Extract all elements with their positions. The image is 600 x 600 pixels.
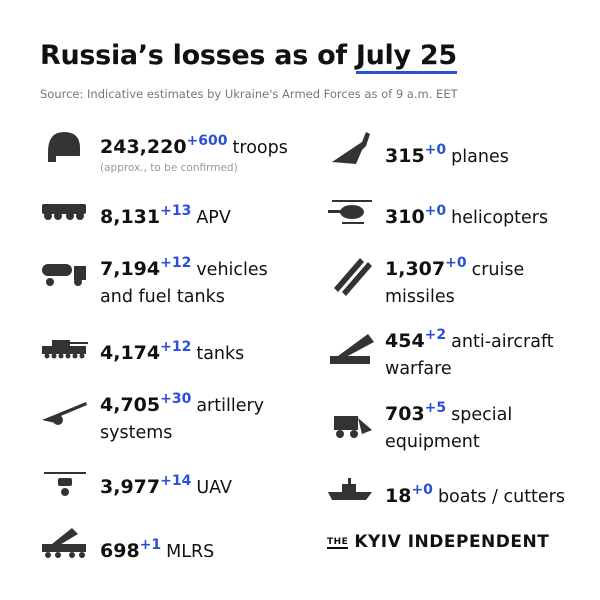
stat-item: 703+5 special equipment [385,395,565,456]
stat-label: planes [451,147,509,167]
stat-value: 18 [385,485,412,507]
stat-value: 7,194 [100,258,161,280]
helmet-icon [48,132,80,162]
stat-item: 243,220+600 troops (approx., to be confirm… [100,128,330,174]
stat-value: 698 [100,540,140,562]
stat-item: 310+0 helicopters [385,198,585,232]
artillery-icon [42,402,87,424]
source: Source: Indicative estimates by Ukraine'… [40,87,458,101]
stat-value: 315 [385,145,425,167]
stat-label: boats / cutters [437,487,565,507]
stat-item: 315+0 planes [385,137,585,171]
stat-delta: +0 [424,203,447,219]
drone-icon [58,478,72,486]
stat-value: 703 [385,403,425,425]
stat-delta: +30 [160,391,192,407]
stat-item: 7,194+12 vehicles and fuel tanks [100,250,280,311]
tank-icon [42,346,86,354]
stat-delta: +12 [160,255,192,271]
missile-icon [334,258,372,296]
stat-label: MLRS [166,542,215,562]
stat-label: helicopters [451,208,549,228]
stat-value: 243,220 [100,136,187,158]
stat-delta: +1 [139,537,162,553]
title-date: July 25 [355,40,457,74]
stat-label: artillery systems [100,396,265,443]
fuel-truck-icon [42,264,72,276]
apv-icon [42,204,86,214]
stat-item: 4,705+30 artillery systems [100,386,285,447]
stat-note: (approx., to be confirmed) [100,162,238,174]
loader-icon [334,416,358,430]
stat-value: 1,307 [385,258,446,280]
stat-item: 1,307+0 cruise missiles [385,250,565,311]
stat-delta: +0 [445,255,467,271]
brand-name: KYIV INDEPENDENT [354,532,550,552]
stat-value: 3,977 [100,476,161,498]
anti-aircraft-icon [330,356,370,364]
stat-label: cruise missiles [385,260,525,307]
stat-label: tanks [196,344,245,364]
stat-item: 454+2 anti-aircraft warfare [385,322,570,383]
plane-icon [332,132,370,164]
mlrs-icon [42,544,86,552]
stat-item: 698+1 MLRS [100,532,300,566]
stat-delta: +0 [424,142,447,158]
stat-item: 18+0 boats / cutters [385,477,595,511]
stat-delta: +14 [160,473,192,489]
title: Russia’s losses as of July 25 [40,40,457,74]
stat-label: UAV [196,478,232,498]
stat-value: 4,174 [100,342,161,364]
stat-item: 8,131+13 APV [100,198,300,232]
stat-delta: +600 [186,133,228,149]
stat-value: 310 [385,206,425,228]
stat-item: 3,977+14 UAV [100,468,300,502]
title-text: Russia’s losses as of [40,40,347,71]
stat-value: 454 [385,330,425,352]
boat-icon [328,492,372,500]
stat-value: 8,131 [100,206,161,228]
stat-delta: +12 [160,339,192,355]
brand-prefix: THE [327,537,349,549]
stat-label: vehicles and fuel tanks [100,260,268,307]
stat-delta: +0 [411,482,433,498]
stat-label: APV [196,208,231,228]
stat-delta: +5 [424,400,447,416]
stat-label: troops [232,138,288,158]
helicopter-icon [332,200,372,202]
stat-label: anti-aircraft warfare [385,332,554,379]
stat-item: 4,174+12 tanks [100,334,300,368]
stat-delta: +2 [424,327,447,343]
stat-delta: +13 [160,203,192,219]
stat-value: 4,705 [100,394,161,416]
stat-label: special equipment [385,405,513,452]
brand: THE KYIV INDEPENDENT [327,532,549,552]
